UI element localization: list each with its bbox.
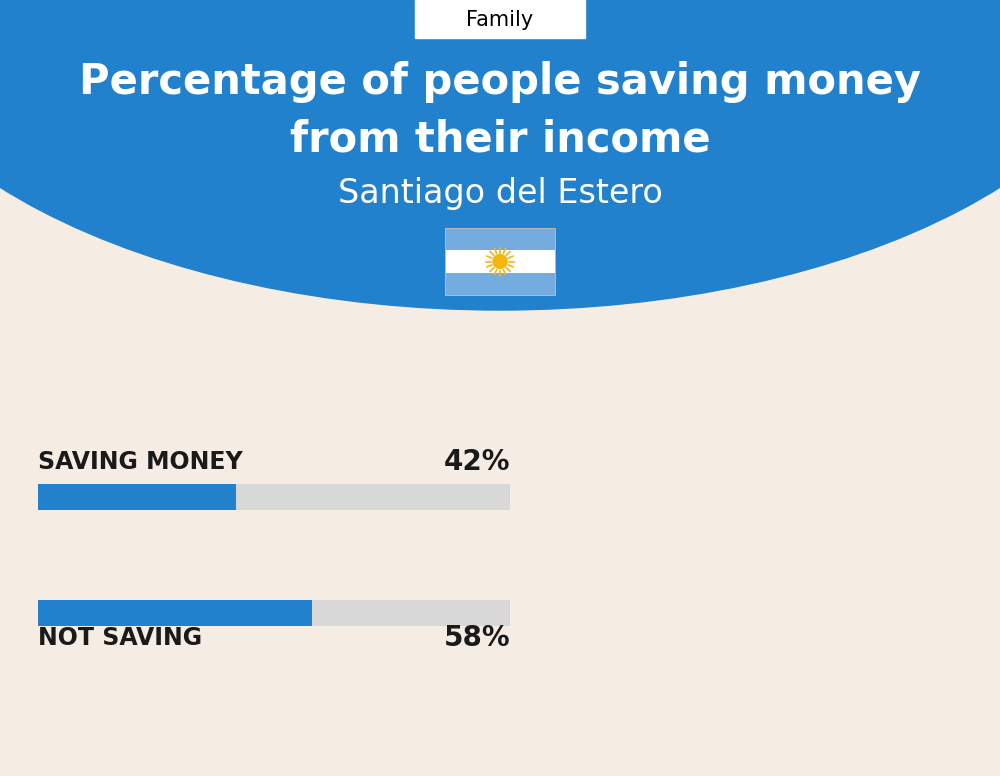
Bar (445, 228, 555, 295)
Bar (445, 251, 555, 272)
Bar (38, 600, 510, 626)
Circle shape (493, 255, 507, 268)
Text: Santiago del Estero: Santiago del Estero (338, 176, 662, 210)
Bar (445, 272, 555, 295)
Ellipse shape (0, 0, 1000, 310)
Text: SAVING MONEY: SAVING MONEY (38, 450, 243, 474)
Text: Percentage of people saving money: Percentage of people saving money (79, 61, 921, 103)
Bar (38, 484, 236, 510)
Text: from their income: from their income (290, 119, 710, 161)
Text: NOT SAVING: NOT SAVING (38, 626, 202, 650)
Bar (38, 600, 312, 626)
Text: Family: Family (466, 10, 534, 30)
Bar (38, 484, 510, 510)
FancyBboxPatch shape (415, 0, 585, 38)
Bar (445, 228, 555, 251)
Text: 58%: 58% (443, 624, 510, 652)
Text: 42%: 42% (444, 448, 510, 476)
